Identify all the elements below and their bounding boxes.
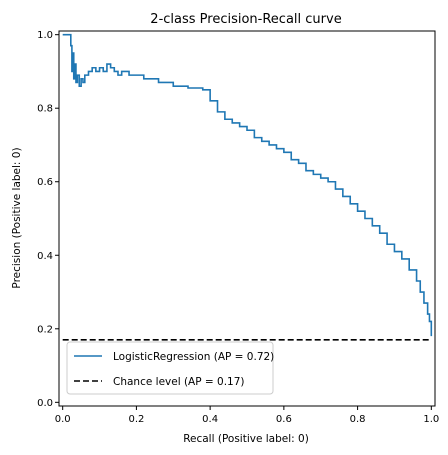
y-axis-ticks: 0.0 0.2 0.4 0.6 0.8 1.0 xyxy=(37,30,59,409)
y-tick-label: 1.0 xyxy=(37,30,53,41)
y-tick-label: 0.6 xyxy=(37,177,53,188)
chart-title: 2-class Precision-Recall curve xyxy=(150,12,341,27)
x-tick-label: 1.0 xyxy=(423,414,439,425)
legend-label-logistic-regression: LogisticRegression (AP = 0.72) xyxy=(113,351,274,363)
x-axis-label: Recall (Positive label: 0) xyxy=(183,433,309,445)
legend-label-chance-level: Chance level (AP = 0.17) xyxy=(113,376,245,388)
series-layer xyxy=(62,33,433,341)
series-line-logistic-regression xyxy=(62,33,433,337)
x-tick-label: 0.6 xyxy=(276,414,292,425)
y-tick-label: 0.2 xyxy=(37,324,53,335)
plot-frame xyxy=(58,30,436,407)
x-tick-label: 0.4 xyxy=(202,414,218,425)
y-tick-label: 0.8 xyxy=(37,104,53,115)
x-tick-label: 0.0 xyxy=(55,414,71,425)
x-axis-ticks: 0.0 0.2 0.4 0.6 0.8 1.0 xyxy=(55,406,439,425)
x-tick-label: 0.2 xyxy=(128,414,144,425)
y-tick-label: 0.4 xyxy=(37,251,53,262)
x-tick-label: 0.8 xyxy=(350,414,366,425)
legend-box xyxy=(66,341,274,395)
legend: LogisticRegression (AP = 0.72) Chance le… xyxy=(66,341,274,395)
y-tick-label: 0.0 xyxy=(37,398,53,409)
y-axis-label: Precision (Positive label: 0) xyxy=(11,147,23,288)
